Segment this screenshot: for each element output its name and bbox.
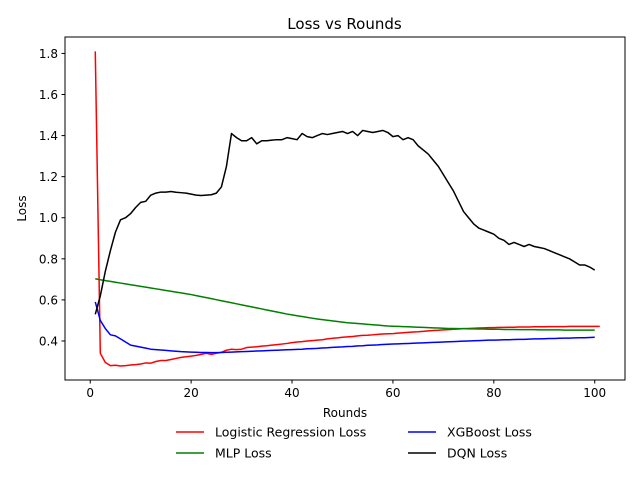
series-line-dqn-loss — [94, 129, 596, 315]
chart-title: Loss vs Rounds — [287, 15, 402, 33]
x-tick-label: 80 — [486, 386, 501, 400]
y-tick-label: 0.6 — [39, 293, 58, 307]
x-tick-label: 100 — [583, 386, 606, 400]
legend-label: Logistic Regression Loss — [215, 425, 366, 440]
legend: Logistic Regression Loss XGBoost Loss MLP … — [176, 425, 532, 461]
y-tick-label: 1.0 — [39, 211, 58, 225]
axes-frame — [64, 36, 626, 381]
y-tick-label: 0.8 — [39, 252, 58, 266]
y-tick-label: 1.2 — [39, 170, 58, 184]
x-tick-label: 60 — [385, 386, 400, 400]
y-tick-label: 1.6 — [39, 88, 58, 102]
legend-label: DQN Loss — [447, 446, 507, 461]
x-tick-label: 0 — [86, 386, 94, 400]
y-tick-label: 1.4 — [39, 129, 58, 143]
x-axis: 0 20 40 60 80 100 — [86, 380, 606, 400]
x-tick-label: 20 — [183, 386, 198, 400]
series-line-logistic-regression-loss — [94, 51, 600, 367]
legend-label: XGBoost Loss — [447, 425, 532, 440]
legend-label: MLP Loss — [215, 446, 272, 461]
y-tick-label: 0.4 — [39, 334, 58, 348]
series-line-mlp-loss — [95, 278, 595, 331]
x-tick-label: 40 — [284, 386, 299, 400]
plot-area — [94, 51, 600, 367]
y-axis: 0.4 0.6 0.8 1.0 1.2 1.4 1.6 1.8 — [39, 47, 65, 348]
y-axis-title: Loss — [15, 195, 29, 221]
y-tick-label: 1.8 — [39, 47, 58, 61]
series-line-xgboost-loss — [94, 301, 595, 354]
x-axis-title: Rounds — [323, 406, 367, 420]
